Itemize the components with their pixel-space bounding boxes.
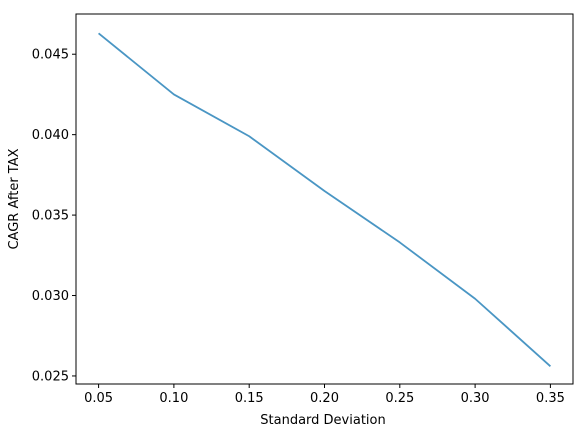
x-axis-label: Standard Deviation	[260, 413, 385, 428]
y-tick-label: 0.045	[32, 48, 69, 63]
y-tick-label: 0.035	[32, 209, 69, 224]
x-tick-label: 0.30	[461, 391, 490, 406]
x-tick-label: 0.25	[385, 391, 414, 406]
y-tick-label: 0.040	[32, 128, 69, 143]
y-axis-label: CAGR After TAX	[7, 148, 22, 249]
x-axis-ticks: 0.05 0.10 0.15 0.20 0.25 0.30 0.35	[84, 384, 565, 406]
y-tick-label: 0.025	[32, 369, 69, 384]
y-axis-ticks: 0.025 0.030 0.035 0.040 0.045	[32, 48, 76, 384]
plot-background	[76, 14, 573, 384]
x-tick-label: 0.35	[536, 391, 565, 406]
x-tick-label: 0.05	[84, 391, 113, 406]
series-layer	[98, 32, 552, 367]
x-tick-label: 0.10	[159, 391, 188, 406]
x-tick-label: 0.15	[235, 391, 264, 406]
series-line	[98, 32, 552, 367]
x-tick-label: 0.20	[310, 391, 339, 406]
y-tick-label: 0.030	[32, 289, 69, 304]
